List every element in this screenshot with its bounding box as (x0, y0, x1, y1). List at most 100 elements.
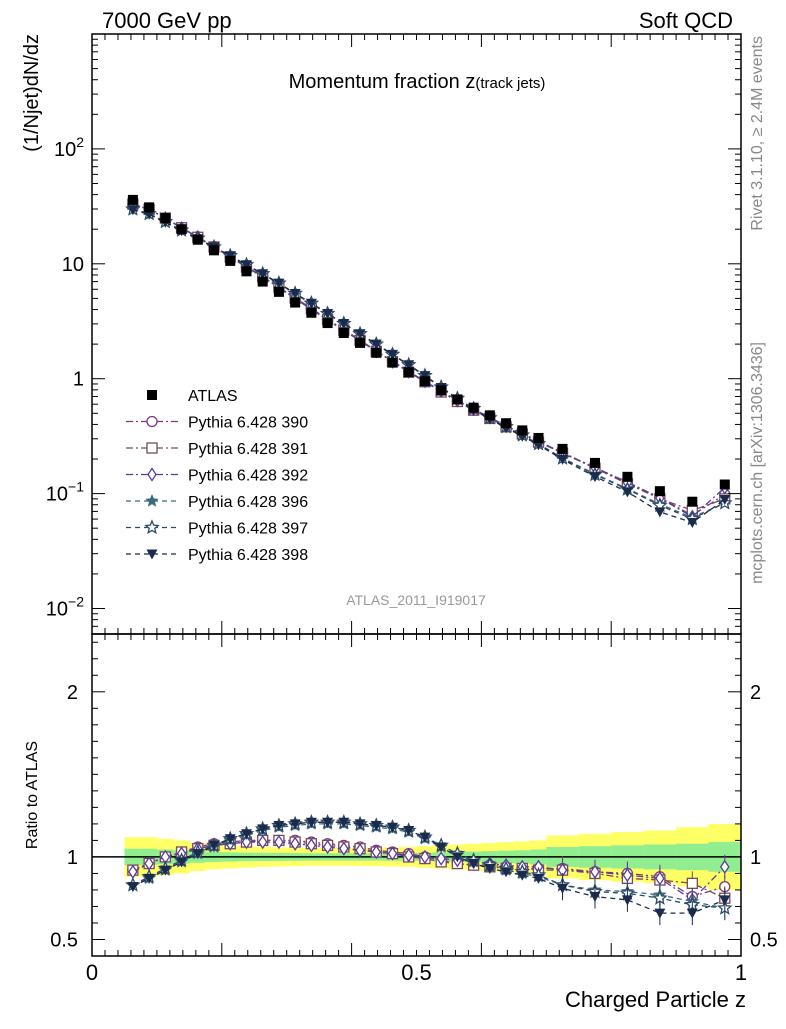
atlas-data-point (241, 266, 252, 277)
legend-pythia-6-428-396-label: Pythia 6.428 396 (188, 494, 308, 511)
series-pythia-6-428-398-ratio-point (240, 829, 252, 840)
series-pythia-6-428-398-ratio-point (127, 882, 139, 893)
series-pythia-6-428-398-point (240, 260, 252, 271)
ratio-y-axis-label: Ratio to ATLAS (24, 741, 41, 849)
series-pythia-6-428-398-ratio-point (386, 822, 398, 833)
ratio-y-tick-label-right: 1 (750, 847, 761, 869)
series-pythia-6-428-398-ratio-point (719, 895, 731, 906)
series-pythia-6-428-398-ratio-point (435, 842, 447, 853)
y-tick-label-base: 10 (54, 139, 76, 161)
series-pythia-6-428-398-ratio-point (208, 840, 220, 851)
series-pythia-6-428-392-ratio-point (403, 848, 414, 863)
atlas-data-point (371, 347, 382, 358)
series-pythia-6-428-398-ratio-point (257, 824, 269, 835)
legend: ATLAS Pythia 6.428 390 Pythia 6.428 391 Pyt… (126, 388, 308, 564)
series-pythia-6-428-398-point (686, 517, 698, 528)
atlas-data-point (654, 486, 665, 497)
atlas-data-point (176, 224, 187, 235)
series-pythia-6-428-398-point (322, 309, 334, 320)
legend-pythia-6-428-392-marker (147, 467, 157, 482)
series-pythia-6-428-398-point (419, 371, 431, 382)
y-tick-label: 10−2 (46, 594, 84, 621)
y-tick-label-base: 10 (62, 254, 84, 276)
atlas-data-point (533, 432, 544, 443)
chart-title: Momentum fraction z(track jets) (289, 71, 546, 93)
series-pythia-6-428-398-point (257, 269, 269, 280)
series-pythia-6-428-398-point (557, 454, 569, 465)
atlas-data-point (419, 376, 430, 387)
atlas-data-point (273, 286, 284, 297)
x-axis-label: Charged Particle z (565, 987, 746, 1012)
x-tick-label: 1 (735, 960, 747, 985)
atlas-data-point (719, 479, 730, 490)
y-tick-label-exponent: −1 (68, 479, 84, 495)
atlas-data-point (622, 471, 633, 482)
legend-pythia-6-428-397-marker (144, 519, 160, 535)
series-pythia-6-428-398-ratio-point (533, 873, 545, 884)
series-pythia-6-428-398-point (621, 487, 633, 498)
series-pythia-6-428-398-ratio-point (500, 867, 512, 878)
series-pythia-6-428-398-ratio-point (370, 821, 382, 832)
series-pythia-6-428-398-point (289, 288, 301, 299)
series-pythia-6-428-398-point (127, 205, 139, 216)
y-tick-label: 10−1 (46, 479, 84, 506)
y-tick-label-exponent: −2 (68, 594, 84, 610)
x-tick-label: 0.5 (401, 960, 432, 985)
y-axis-label: (1/Njet)dN/dz (21, 34, 43, 152)
header-right: Soft QCD (639, 8, 733, 33)
series-pythia-6-428-398-ratio-point (589, 892, 601, 903)
series-pythia-6-428-398-point (386, 349, 398, 360)
series-pythia-6-428-398-ratio-point (159, 865, 171, 876)
series-pythia-6-428-398-ratio-point (419, 832, 431, 843)
atlas-data-point (209, 245, 220, 256)
series-pythia-6-428-392-ratio-point (371, 844, 382, 860)
series-pythia-6-428-398-point (589, 472, 601, 483)
ratio-panel: 0 0.5 10.5 0.51 12 2 (50, 633, 778, 985)
legend-pythia-6-428-392-label: Pythia 6.428 392 (188, 468, 308, 485)
chart-title-main: Momentum fraction z (289, 71, 476, 93)
legend-pythia-6-428-391-label: Pythia 6.428 391 (188, 441, 308, 458)
y-tick-label-base: 1 (73, 369, 84, 391)
series-pythia-6-428-398-point (273, 278, 285, 289)
series-pythia-6-428-398-ratio-point (516, 870, 528, 881)
series-pythia-6-428-392-ratio-point (306, 838, 317, 853)
series-pythia-6-428-392-ratio-point (590, 864, 600, 879)
atlas-data-point (468, 402, 479, 413)
legend-atlas-marker (147, 390, 157, 400)
y-tick-label-base: 10 (46, 599, 68, 621)
legend-pythia-6-428-397-label: Pythia 6.428 397 (188, 521, 308, 538)
ratio-frame (91, 633, 742, 957)
series-pythia-6-428-398-ratio-point (305, 817, 317, 828)
legend-pythia-6-428-398-label: Pythia 6.428 398 (188, 547, 308, 564)
legend-pythia-6-428-396-marker (145, 493, 159, 507)
atlas-data-point (687, 496, 698, 507)
legend-pythia-6-428-390-label: Pythia 6.428 390 (188, 415, 308, 432)
atlas-data-point (257, 276, 268, 287)
series-pythia-6-428-392-ratio-point (355, 843, 365, 858)
series-pythia-6-428-392-ratio-point (290, 836, 300, 851)
atlas-data-point (387, 357, 398, 368)
atlas-data-point (322, 318, 333, 329)
series-pythia-6-428-398-ratio-point (176, 857, 188, 868)
y-tick-label: 10 (62, 254, 84, 276)
side-text-bottom: mcplots.cern.ch [arXiv:1306.3436] (749, 342, 766, 584)
atlas-data-point (403, 367, 414, 378)
atlas-data-point (355, 337, 366, 348)
legend-pythia-6-428-391-marker (146, 442, 158, 454)
series-pythia-6-428-398-ratio-point (451, 852, 463, 863)
series-pythia-6-428-398-ratio-point (354, 819, 366, 830)
series-pythia-6-428-398-ratio-point (686, 908, 698, 919)
series-pythia-6-428-390-ratio-line (132, 839, 725, 898)
atlas-data-point (452, 394, 463, 405)
series-pythia-6-428-398-point (370, 339, 382, 350)
atlas-data-point (557, 443, 568, 454)
series-pythia-6-428-391-ratio-point (686, 877, 698, 889)
y-tick-label-base: 10 (46, 484, 68, 506)
side-text-top: Rivet 3.1.10, ≥ 2.4M events (749, 36, 766, 231)
series-pythia-6-428-392-ratio-point (257, 834, 268, 850)
header-left: 7000 GeV pp (102, 8, 232, 33)
y-tick-label: 102 (54, 134, 84, 161)
atlas-data-point (517, 425, 528, 436)
